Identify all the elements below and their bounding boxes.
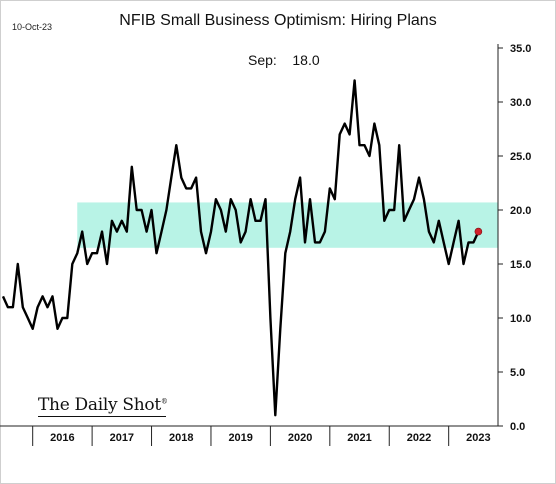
- y-tick-label: 15.0: [510, 259, 531, 271]
- chart-title: NFIB Small Business Optimism: Hiring Pla…: [119, 12, 437, 29]
- y-tick-label: 20.0: [510, 205, 531, 217]
- latest-value-month: Sep:: [248, 52, 277, 68]
- brand-logo-text: The Daily Shot: [38, 395, 161, 415]
- x-tick-label: 2019: [228, 432, 252, 444]
- y-tick-label: 30.0: [510, 97, 531, 109]
- x-tick-label: 2017: [110, 432, 134, 444]
- y-tick-label: 5.0: [510, 367, 525, 379]
- brand-logo-underline: [38, 416, 166, 417]
- registered-mark: ®: [160, 397, 168, 406]
- latest-point-marker: [474, 227, 483, 236]
- x-tick-label: 2021: [347, 432, 371, 444]
- x-tick-label: 2022: [407, 432, 431, 444]
- chart-date: 10-Oct-23: [12, 22, 53, 32]
- x-tick-label: 2020: [288, 432, 312, 444]
- series-line: [1, 79, 480, 417]
- y-tick-label: 35.0: [510, 43, 531, 55]
- x-tick-label: 2016: [50, 432, 74, 444]
- y-tick-label: 25.0: [510, 151, 531, 163]
- brand-logo: The Daily Shot®: [38, 395, 168, 415]
- latest-value-number: 18.0: [292, 52, 320, 68]
- latest-value-label: Sep: 18.0: [248, 52, 320, 68]
- y-tick-label: 10.0: [510, 313, 531, 325]
- x-tick-label: 2018: [169, 432, 193, 444]
- y-tick-label: 0.0: [510, 421, 525, 433]
- x-tick-label: 2023: [466, 432, 490, 444]
